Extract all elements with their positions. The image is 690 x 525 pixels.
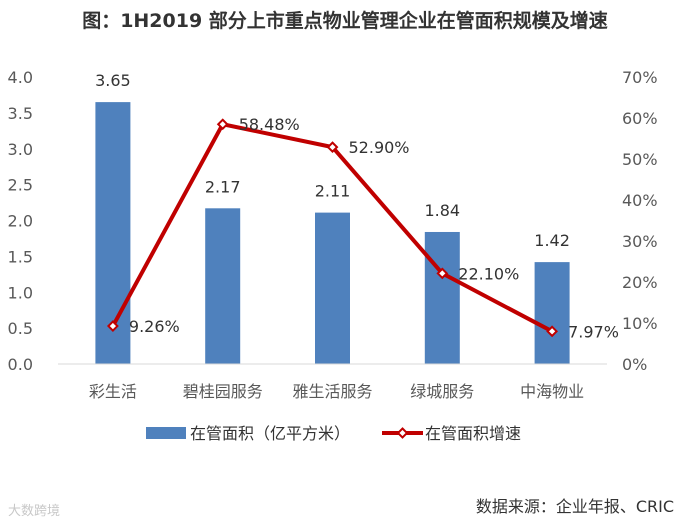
y-left-tick-label-0: 0.0: [8, 355, 33, 374]
x-tick-label-3: 绿城服务: [410, 382, 474, 401]
growth-point-3: [436, 267, 449, 280]
bar-1: [205, 208, 241, 364]
y-right-tick-label-0: 0%: [622, 355, 647, 374]
bar-2: [315, 212, 350, 364]
bars-layer: [95, 102, 570, 365]
y-left-tick-label-6: 3.0: [8, 140, 33, 159]
watermark: 大数跨境: [8, 504, 61, 519]
line-layer: [106, 118, 559, 338]
y-right-tick-label-4: 40%: [622, 191, 658, 210]
y-right-tick-label-6: 60%: [622, 109, 658, 128]
y-right-tick-label-5: 50%: [622, 150, 658, 169]
bar-value-label-2: 2.11: [315, 182, 351, 201]
growth-value-label-1: 58.48%: [239, 115, 300, 134]
bar-value-label-0: 3.65: [95, 71, 131, 90]
legend-bar-label: 在管面积（亿平方米）: [190, 424, 350, 443]
y-right-tick-label-1: 10%: [622, 314, 658, 333]
bar-4: [534, 262, 570, 364]
x-tick-label-1: 碧桂园服务: [183, 382, 263, 401]
bar-value-label-3: 1.84: [424, 201, 460, 220]
y-left-tick-label-2: 1.0: [8, 283, 33, 302]
y-right-tick-label-2: 20%: [622, 273, 658, 292]
legend-bar-swatch: [146, 427, 186, 439]
axis-layer: 彩生活 碧桂园服务 雅生活服务 绿城服务 中海物业 0.0 0.5 1.0 1.5 2.0 2.5 3…: [8, 68, 658, 401]
growth-value-label-2: 52.90%: [349, 138, 410, 157]
y-left-tick-label-5: 2.5: [8, 176, 33, 195]
y-left-tick-label-3: 1.5: [8, 247, 33, 266]
labels-layer: 3.65 2.17 2.11 1.84 1.42 9.26% 58.48% 52.90% 22.…: [95, 71, 619, 341]
growth-point-0: [106, 320, 119, 332]
growth-value-label-4: 7.97%: [568, 322, 619, 341]
legend: 在管面积（亿平方米） 在管面积增速: [146, 424, 521, 443]
y-right-tick-label-7: 70%: [622, 68, 658, 87]
growth-value-label-3: 22.10%: [458, 264, 519, 283]
y-left-tick-label-7: 3.5: [8, 104, 33, 123]
y-left-tick-label-4: 2.0: [8, 212, 33, 231]
bar-3: [424, 231, 460, 364]
growth-point-2: [326, 141, 339, 154]
y-left-tick-label-1: 0.5: [8, 319, 33, 338]
legend-line-marker: [396, 427, 409, 439]
y-left-tick-label-8: 4.0: [8, 68, 33, 87]
growth-value-label-0: 9.26%: [129, 317, 180, 336]
y-right-tick-label-3: 30%: [622, 232, 658, 251]
growth-point-1: [216, 118, 229, 131]
x-tick-label-4: 中海物业: [520, 382, 584, 401]
bar-value-label-1: 2.17: [205, 177, 241, 196]
legend-line-label: 在管面积增速: [425, 424, 521, 443]
bar-value-label-4: 1.42: [534, 231, 570, 250]
growth-point-4: [546, 325, 559, 338]
source-note: 数据来源：企业年报、CRIC: [475, 497, 674, 516]
x-tick-label-2: 雅生活服务: [292, 382, 372, 401]
chart-title: 图：1H2019 部分上市重点物业管理企业在管面积规模及增速: [82, 10, 608, 32]
x-tick-label-0: 彩生活: [89, 382, 137, 401]
